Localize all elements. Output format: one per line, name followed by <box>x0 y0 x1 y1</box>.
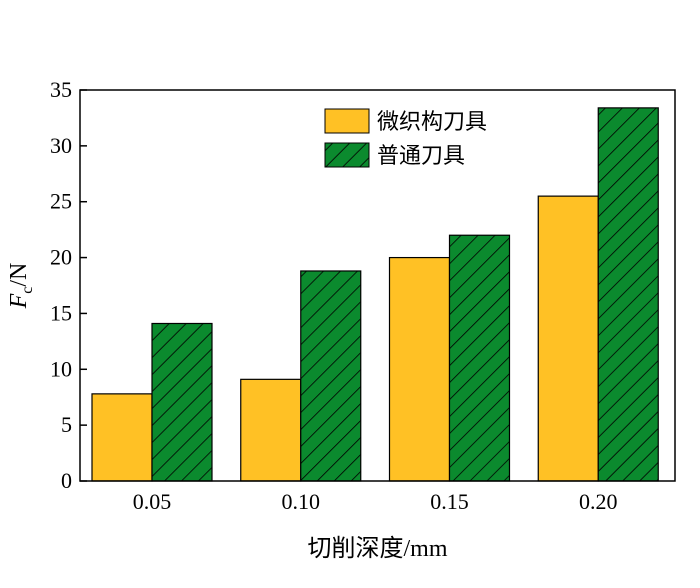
x-tick-label: 0.20 <box>579 489 618 514</box>
y-tick-label: 0 <box>61 468 72 493</box>
legend-swatch-ordinary-tool <box>324 142 370 168</box>
bar-ordinary-tool-0.05 <box>151 322 213 482</box>
x-axis-title: 切削深度/mm <box>307 535 447 562</box>
bar-textured-tool-0.15 <box>388 256 451 482</box>
bar-textured-tool-0.10 <box>240 378 302 482</box>
legend-label-textured-tool: 微织构刀具 <box>377 110 487 135</box>
x-tick-label: 0.05 <box>133 489 172 514</box>
bar-textured-tool-0.05 <box>91 393 153 482</box>
y-tick-label: 15 <box>50 300 72 325</box>
x-tick-label: 0.10 <box>282 489 321 514</box>
bar-textured-tool-0.20 <box>537 195 599 482</box>
y-tick-label: 25 <box>50 189 72 214</box>
y-axis-title: Fc/N <box>6 263 36 310</box>
y-axis-title-sub: c <box>19 287 36 294</box>
y-tick-label: 10 <box>50 356 72 381</box>
x-axis: 0.05 0.10 0.15 0.20 <box>133 489 618 514</box>
x-tick-label: 0.15 <box>430 489 469 514</box>
y-axis: 0 5 10 15 20 25 30 35 <box>50 77 87 493</box>
legend: 微织构刀具 普通刀具 <box>324 108 487 169</box>
y-tick-label: 20 <box>50 245 72 270</box>
y-tick-label: 5 <box>61 412 72 437</box>
plot-frame <box>79 89 676 482</box>
legend-label-ordinary-tool: 普通刀具 <box>377 144 465 169</box>
bar-ordinary-tool-0.15 <box>448 234 511 482</box>
y-axis-title-main: F <box>6 293 32 309</box>
y-tick-label: 30 <box>50 133 72 158</box>
y-tick-label: 35 <box>50 77 72 102</box>
y-axis-title-unit: /N <box>6 263 32 287</box>
bars-group <box>91 107 659 482</box>
bar-ordinary-tool-0.20 <box>597 107 659 482</box>
legend-swatch-textured-tool <box>324 108 370 134</box>
bar-ordinary-tool-0.10 <box>300 270 362 482</box>
